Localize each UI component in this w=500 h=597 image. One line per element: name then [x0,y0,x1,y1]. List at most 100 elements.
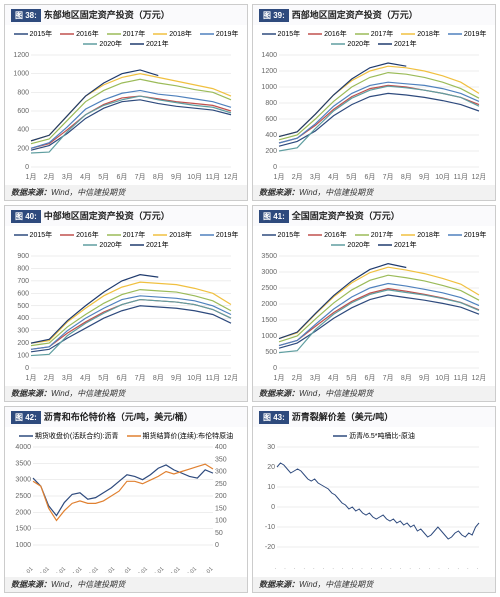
svg-text:12月: 12月 [472,374,485,382]
legend-label: 2017年 [123,230,146,240]
legend-label: 2017年 [123,29,146,39]
chart-title: 图 42:沥青和布伦特价格（元/吨，美元/桶） [5,407,247,427]
chart-title: 图 43:沥青裂解价差（美元/吨） [253,407,495,427]
chart-body: 沥青/6.5*吨桶比-原油-20-100102030··············… [253,427,495,577]
legend-label: 2021年 [146,39,169,49]
svg-text:·: · [475,566,481,572]
svg-text:2月: 2月 [44,374,55,382]
svg-text:3月: 3月 [62,374,73,382]
svg-text:·: · [302,566,308,572]
svg-text:·: · [398,566,404,572]
legend-item: 2016年 [60,230,99,240]
line-chart: 0200400600800100012001月2月3月4月5月6月7月8月9月1… [7,51,237,181]
svg-text:1000: 1000 [15,542,31,549]
chart-panel: 图 42:沥青和布伦特价格（元/吨，美元/桶）期货收盘价(活跃合约):沥青期货结… [4,406,248,593]
legend-item: 期货收盘价(活跃合约):沥青 [19,431,119,441]
legend-label: 2021年 [146,240,169,250]
svg-text:200: 200 [215,493,227,500]
svg-text:5月: 5月 [346,173,357,181]
chart-number: 图 41: [259,210,289,223]
svg-text:1月: 1月 [274,173,285,181]
legend-label: 2016年 [76,29,99,39]
legend-label: 2020年 [99,39,122,49]
svg-text:·: · [311,566,317,572]
svg-text:9月: 9月 [419,374,430,382]
svg-text:6月: 6月 [364,173,375,181]
svg-text:10月: 10月 [435,374,450,382]
svg-text:1500: 1500 [261,317,277,324]
legend: 2015年2016年2017年2018年2019年2020年2021年 [7,27,245,51]
spread-chart: -20-100102030······················ [255,443,485,573]
svg-text:11月: 11月 [206,173,220,181]
svg-text:20: 20 [267,464,275,471]
svg-text:4月: 4月 [80,374,91,382]
svg-text:8月: 8月 [401,374,412,382]
svg-text:·: · [292,566,298,572]
line-chart: 05001000150020002500300035001月2月3月4月5月6月… [255,252,485,382]
chart-number: 图 42: [11,411,41,424]
legend-item: 2018年 [401,29,440,39]
svg-text:·: · [350,566,356,572]
legend-label: 2018年 [169,29,192,39]
chart-panel: 图 39:西部地区固定资产投资（万元）2015年2016年2017年2018年2… [252,4,496,201]
svg-text:7月: 7月 [135,173,146,181]
chart-title-text: 中部地区固定资产投资（万元） [44,211,170,221]
legend-label: 2018年 [417,29,440,39]
svg-text:12月: 12月 [224,374,237,382]
source-value: Wind，中信建投期货 [51,389,125,398]
svg-text:2500: 2500 [261,285,277,292]
svg-text:2月: 2月 [44,173,55,181]
svg-text:2020-01-01: 2020-01-01 [10,566,34,573]
svg-text:5月: 5月 [98,173,109,181]
chart-number: 图 43: [259,411,289,424]
chart-number: 图 38: [11,9,41,22]
svg-text:8月: 8月 [153,173,164,181]
chart-title: 图 38:东部地区固定资产投资（万元） [5,5,247,25]
svg-text:900: 900 [17,253,29,260]
svg-text:1000: 1000 [261,333,277,340]
svg-text:0: 0 [25,164,29,171]
svg-text:·: · [427,566,433,572]
legend-item: 2019年 [448,29,487,39]
legend-label: 2015年 [278,230,301,240]
legend-label: 2021年 [394,240,417,250]
line-chart: 01002003004005006007008009001月2月3月4月5月6月… [7,252,237,382]
svg-text:200: 200 [17,340,29,347]
svg-text:-20: -20 [265,544,275,551]
svg-text:1200: 1200 [261,68,277,75]
svg-text:12月: 12月 [224,173,237,181]
chart-title: 图 39:西部地区固定资产投资（万元） [253,5,495,25]
legend-label: 2021年 [394,39,417,49]
svg-text:6月: 6月 [116,374,127,382]
legend-item: 2020年 [83,240,122,250]
svg-text:0: 0 [25,365,29,372]
svg-text:0: 0 [215,542,219,549]
legend-label: 2015年 [30,29,53,39]
svg-text:1月: 1月 [26,173,37,181]
legend-label: 2019年 [464,230,487,240]
legend-label: 2019年 [216,230,239,240]
svg-text:3000: 3000 [261,269,277,276]
svg-text:350: 350 [215,456,227,463]
legend-item: 2015年 [262,230,301,240]
svg-text:10: 10 [267,484,275,491]
svg-text:5月: 5月 [98,374,109,382]
svg-text:·: · [446,566,452,572]
source-value: Wind，中信建投期货 [299,389,373,398]
chart-body: 期货收盘价(活跃合约):沥青期货结算价(连续):布伦特原油10001500200… [5,427,247,577]
svg-text:11月: 11月 [206,374,220,382]
chart-title: 图 41:全国固定资产投资（万元） [253,206,495,226]
svg-text:9月: 9月 [171,173,182,181]
svg-text:·: · [321,566,327,572]
chart-body: 2015年2016年2017年2018年2019年2020年2021年05001… [253,226,495,386]
svg-text:500: 500 [265,349,277,356]
legend-item: 2021年 [378,39,417,49]
source-line: 数据来源：Wind，中信建投期货 [253,185,495,200]
legend-item: 2017年 [355,230,394,240]
svg-text:3000: 3000 [15,477,31,484]
svg-text:300: 300 [215,469,227,476]
svg-text:3500: 3500 [261,253,277,260]
dual-axis-chart: 1000150020002500300035004000050100150200… [7,443,237,573]
chart-body: 2015年2016年2017年2018年2019年2020年2021年02004… [253,25,495,185]
svg-text:7月: 7月 [135,374,146,382]
